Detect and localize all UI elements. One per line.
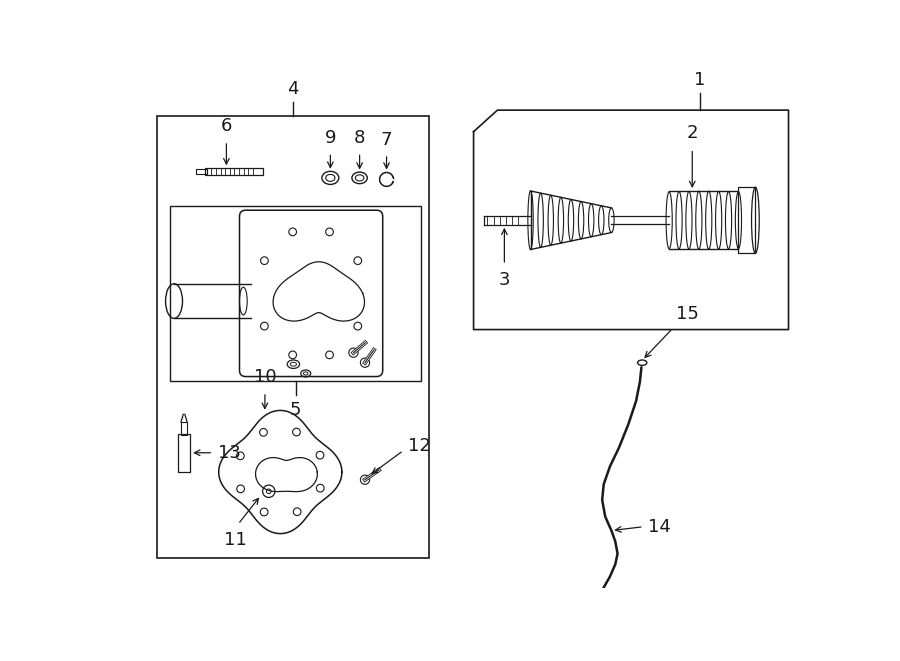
Text: 6: 6 <box>220 117 232 135</box>
Text: 5: 5 <box>290 401 302 419</box>
Bar <box>738 187 755 253</box>
Text: 3: 3 <box>499 271 510 289</box>
Text: 14: 14 <box>648 518 671 535</box>
Text: 4: 4 <box>287 80 299 98</box>
Text: 1: 1 <box>694 71 706 89</box>
Bar <box>178 434 190 472</box>
Text: 9: 9 <box>325 129 336 147</box>
Text: 13: 13 <box>218 444 241 462</box>
Text: 2: 2 <box>687 124 698 143</box>
Bar <box>158 116 429 559</box>
Bar <box>181 422 187 435</box>
Bar <box>170 206 421 381</box>
Text: 15: 15 <box>676 305 699 323</box>
Text: 7: 7 <box>381 131 392 149</box>
Bar <box>196 169 207 174</box>
Text: 10: 10 <box>254 368 276 386</box>
Text: 8: 8 <box>354 129 365 147</box>
Text: 11: 11 <box>224 531 247 549</box>
Text: 12: 12 <box>408 437 431 455</box>
Bar <box>205 169 263 175</box>
